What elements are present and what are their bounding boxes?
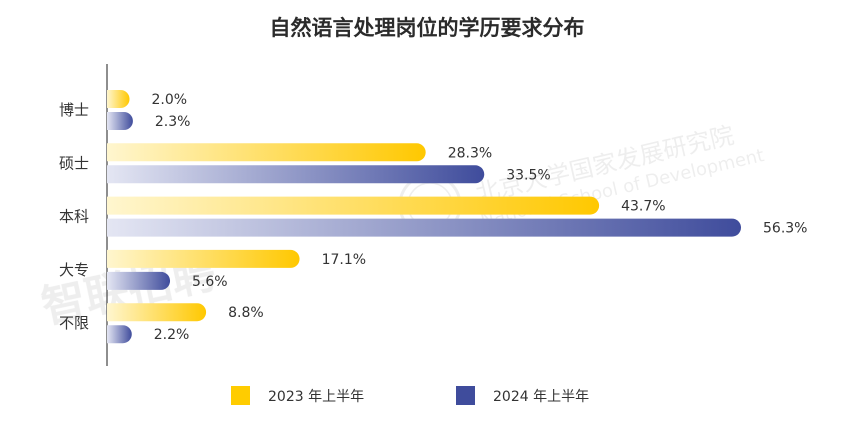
chart-title: 自然语言处理岗位的学历要求分布 <box>270 16 585 40</box>
category-label: 本科 <box>59 208 89 226</box>
bar-2023 <box>107 143 426 162</box>
value-labels: 2.0% 2.3% 28.3% 33.5% 43.7% 56.3% 17.1% 5.6%8.8… <box>152 92 808 343</box>
legend-swatch-2023 <box>231 386 250 405</box>
value-label-2023: 17.1% <box>322 252 366 268</box>
category-label: 不限 <box>59 314 89 332</box>
value-label-2023: 43.7% <box>621 199 665 215</box>
value-label-2024: 5.6% <box>192 274 228 290</box>
legend-label-2023: 2023 年上半年 <box>268 389 364 405</box>
bar-2024 <box>107 271 171 290</box>
value-label-2024: 2.3% <box>155 114 191 130</box>
value-label-2024: 2.2% <box>154 327 190 343</box>
value-label-2024: 33.5% <box>506 167 550 183</box>
category-label: 硕士 <box>59 154 89 172</box>
legend: 2023 年上半年 2024 年上半年 <box>231 386 589 405</box>
bar-2024 <box>107 325 132 344</box>
bar-2023 <box>107 249 300 268</box>
bars <box>107 90 741 344</box>
legend-swatch-2024 <box>456 386 475 405</box>
category-label: 大专 <box>59 261 89 279</box>
bar-2023 <box>107 90 130 108</box>
value-label-2023: 2.0% <box>152 92 188 108</box>
bar-2023 <box>107 196 600 215</box>
legend-label-2024: 2024 年上半年 <box>493 389 589 405</box>
value-label-2023: 28.3% <box>448 145 492 161</box>
category-label: 博士 <box>59 101 89 119</box>
value-label-2023: 8.8% <box>228 305 264 321</box>
bar-2024 <box>107 165 485 184</box>
bar-2024 <box>107 112 133 130</box>
bar-2024 <box>107 218 741 237</box>
bar-2023 <box>107 303 207 322</box>
value-label-2024: 56.3% <box>763 221 807 237</box>
